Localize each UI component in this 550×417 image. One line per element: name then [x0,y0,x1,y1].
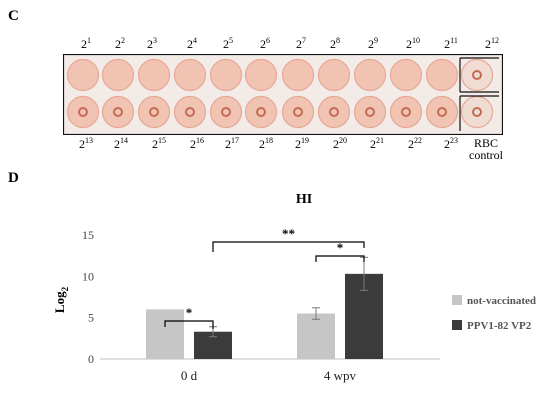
rbc-button-r2-c7 [293,107,303,117]
rbc-button-r2-c4 [185,107,195,117]
well-r1-c9 [353,58,387,92]
well-r1-c5 [209,58,243,92]
dilution-top-2: 22 [115,36,125,52]
dilution-top-9: 29 [368,36,378,52]
rbc-button-r2-c12 [472,107,482,117]
well-r2-c1 [66,95,100,129]
well-r2-c10 [389,95,423,129]
rbc-label-line1: RBC [473,136,498,150]
legend-label-1: PPV1-82 VP2 [467,320,532,332]
well-r2-c7 [281,95,315,129]
well-r2-c4 [173,95,207,129]
dilution-top-4: 24 [187,36,197,52]
well-r2-c11 [425,95,459,129]
dilution-bottom-7: 219 [295,136,309,152]
well-r2-c12 [460,95,494,129]
dilution-bottom-5: 217 [225,136,239,152]
dilution-bottom-3: 215 [152,136,166,152]
rbc-button-r2-c9 [365,107,375,117]
plate-image [62,53,504,136]
dilution-top-3: 23 [147,36,157,52]
well-r2-c5 [209,95,243,129]
y-tick-label-2: 10 [82,269,94,283]
hemagglutination-plate [62,53,504,136]
rbc-button-r2-c6 [256,107,266,117]
rbc-button-r2-c2 [113,107,123,117]
well-r2-c8 [317,95,351,129]
well-r1-c4 [173,58,207,92]
well-r1-c6 [244,58,278,92]
dilution-top-7: 27 [296,36,306,52]
rbc-button-r1-c12 [472,70,482,80]
y-tick-label-1: 5 [88,311,94,325]
dilution-bottom-9: 221 [370,136,384,152]
sig-bracket-vp2-label: ** [282,226,295,241]
sig-bracket-0d [164,320,214,329]
dilution-top-5: 25 [223,36,233,52]
y-tick-label-0: 0 [88,352,94,366]
sig-bracket-vp2 [212,241,365,252]
bar-1-0 [297,313,335,359]
legend-swatch-1 [452,320,462,330]
dilution-top-1: 21 [81,36,91,52]
well-r1-c7 [281,58,315,92]
rbc-button-r2-c8 [329,107,339,117]
well-r1-c3 [137,58,171,92]
dilution-top-12: 212 [485,36,499,52]
dilution-bottom-6: 218 [259,136,273,152]
legend-swatch-0 [452,295,462,305]
control-column-bracket [459,57,499,131]
rbc-button-r2-c5 [221,107,231,117]
dilution-top-11: 211 [444,36,458,52]
well-r1-c1 [66,58,100,92]
dilution-bottom-4: 216 [190,136,204,152]
well-r2-c3 [137,95,171,129]
rbc-label-line2: control [469,148,503,162]
dilution-bottom-8: 220 [333,136,347,152]
y-axis-label: Log2 [52,286,70,313]
dilution-bottom-10: 222 [408,136,422,152]
dilution-top-8: 28 [330,36,340,52]
rbc-button-r2-c1 [78,107,88,117]
rbc-control-label: RBC control [469,137,503,161]
well-r1-c12 [460,58,494,92]
well-r2-c9 [353,95,387,129]
panel-d-label: D [8,170,19,186]
bar-0-0 [146,309,184,359]
well-r1-c2 [101,58,135,92]
dilution-bottom-11: 223 [444,136,458,152]
y-label-main: Log [52,291,67,313]
svg-text:Log2: Log2 [52,286,70,313]
rbc-button-r2-c11 [437,107,447,117]
dilution-bottom-1: 213 [79,136,93,152]
y-label-sub: 2 [60,286,70,291]
rbc-button-r2-c10 [401,107,411,117]
well-r1-c10 [389,58,423,92]
well-r2-c6 [244,95,278,129]
dilution-bottom-2: 214 [114,136,128,152]
y-tick-label-3: 15 [82,228,94,242]
well-r1-c8 [317,58,351,92]
well-r1-c11 [425,58,459,92]
dilution-top-10: 210 [406,36,420,52]
sig-bracket-4wpv-label: * [337,240,344,255]
legend-label-0: not-vaccinated [467,295,536,307]
x-tick-label-1: 4 wpv [324,368,357,383]
dilution-top-6: 26 [260,36,270,52]
rbc-button-r2-c3 [149,107,159,117]
chart-title: HI [296,192,312,207]
x-tick-label-0: 0 d [181,368,198,383]
well-r2-c2 [101,95,135,129]
sig-bracket-4wpv [315,255,365,262]
panel-c-label: C [8,8,19,24]
sig-bracket-0d-label: * [186,305,193,320]
